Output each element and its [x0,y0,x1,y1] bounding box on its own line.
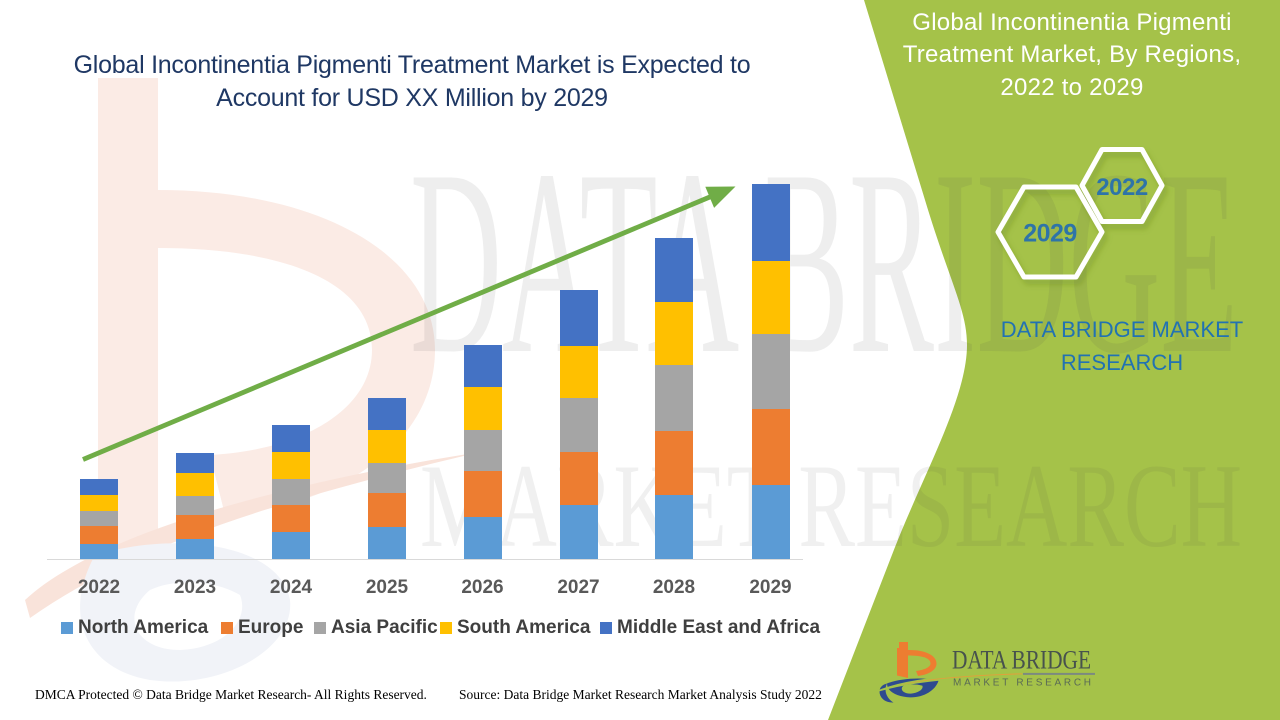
svg-text:DATA BRIDGE: DATA BRIDGE [952,646,1091,675]
svg-text:2029: 2029 [1023,220,1077,248]
svg-text:MARKET RESEARCH: MARKET RESEARCH [420,439,1242,572]
svg-text:2022: 2022 [1096,174,1148,201]
svg-text:MARKET RESEARCH: MARKET RESEARCH [953,678,1091,689]
